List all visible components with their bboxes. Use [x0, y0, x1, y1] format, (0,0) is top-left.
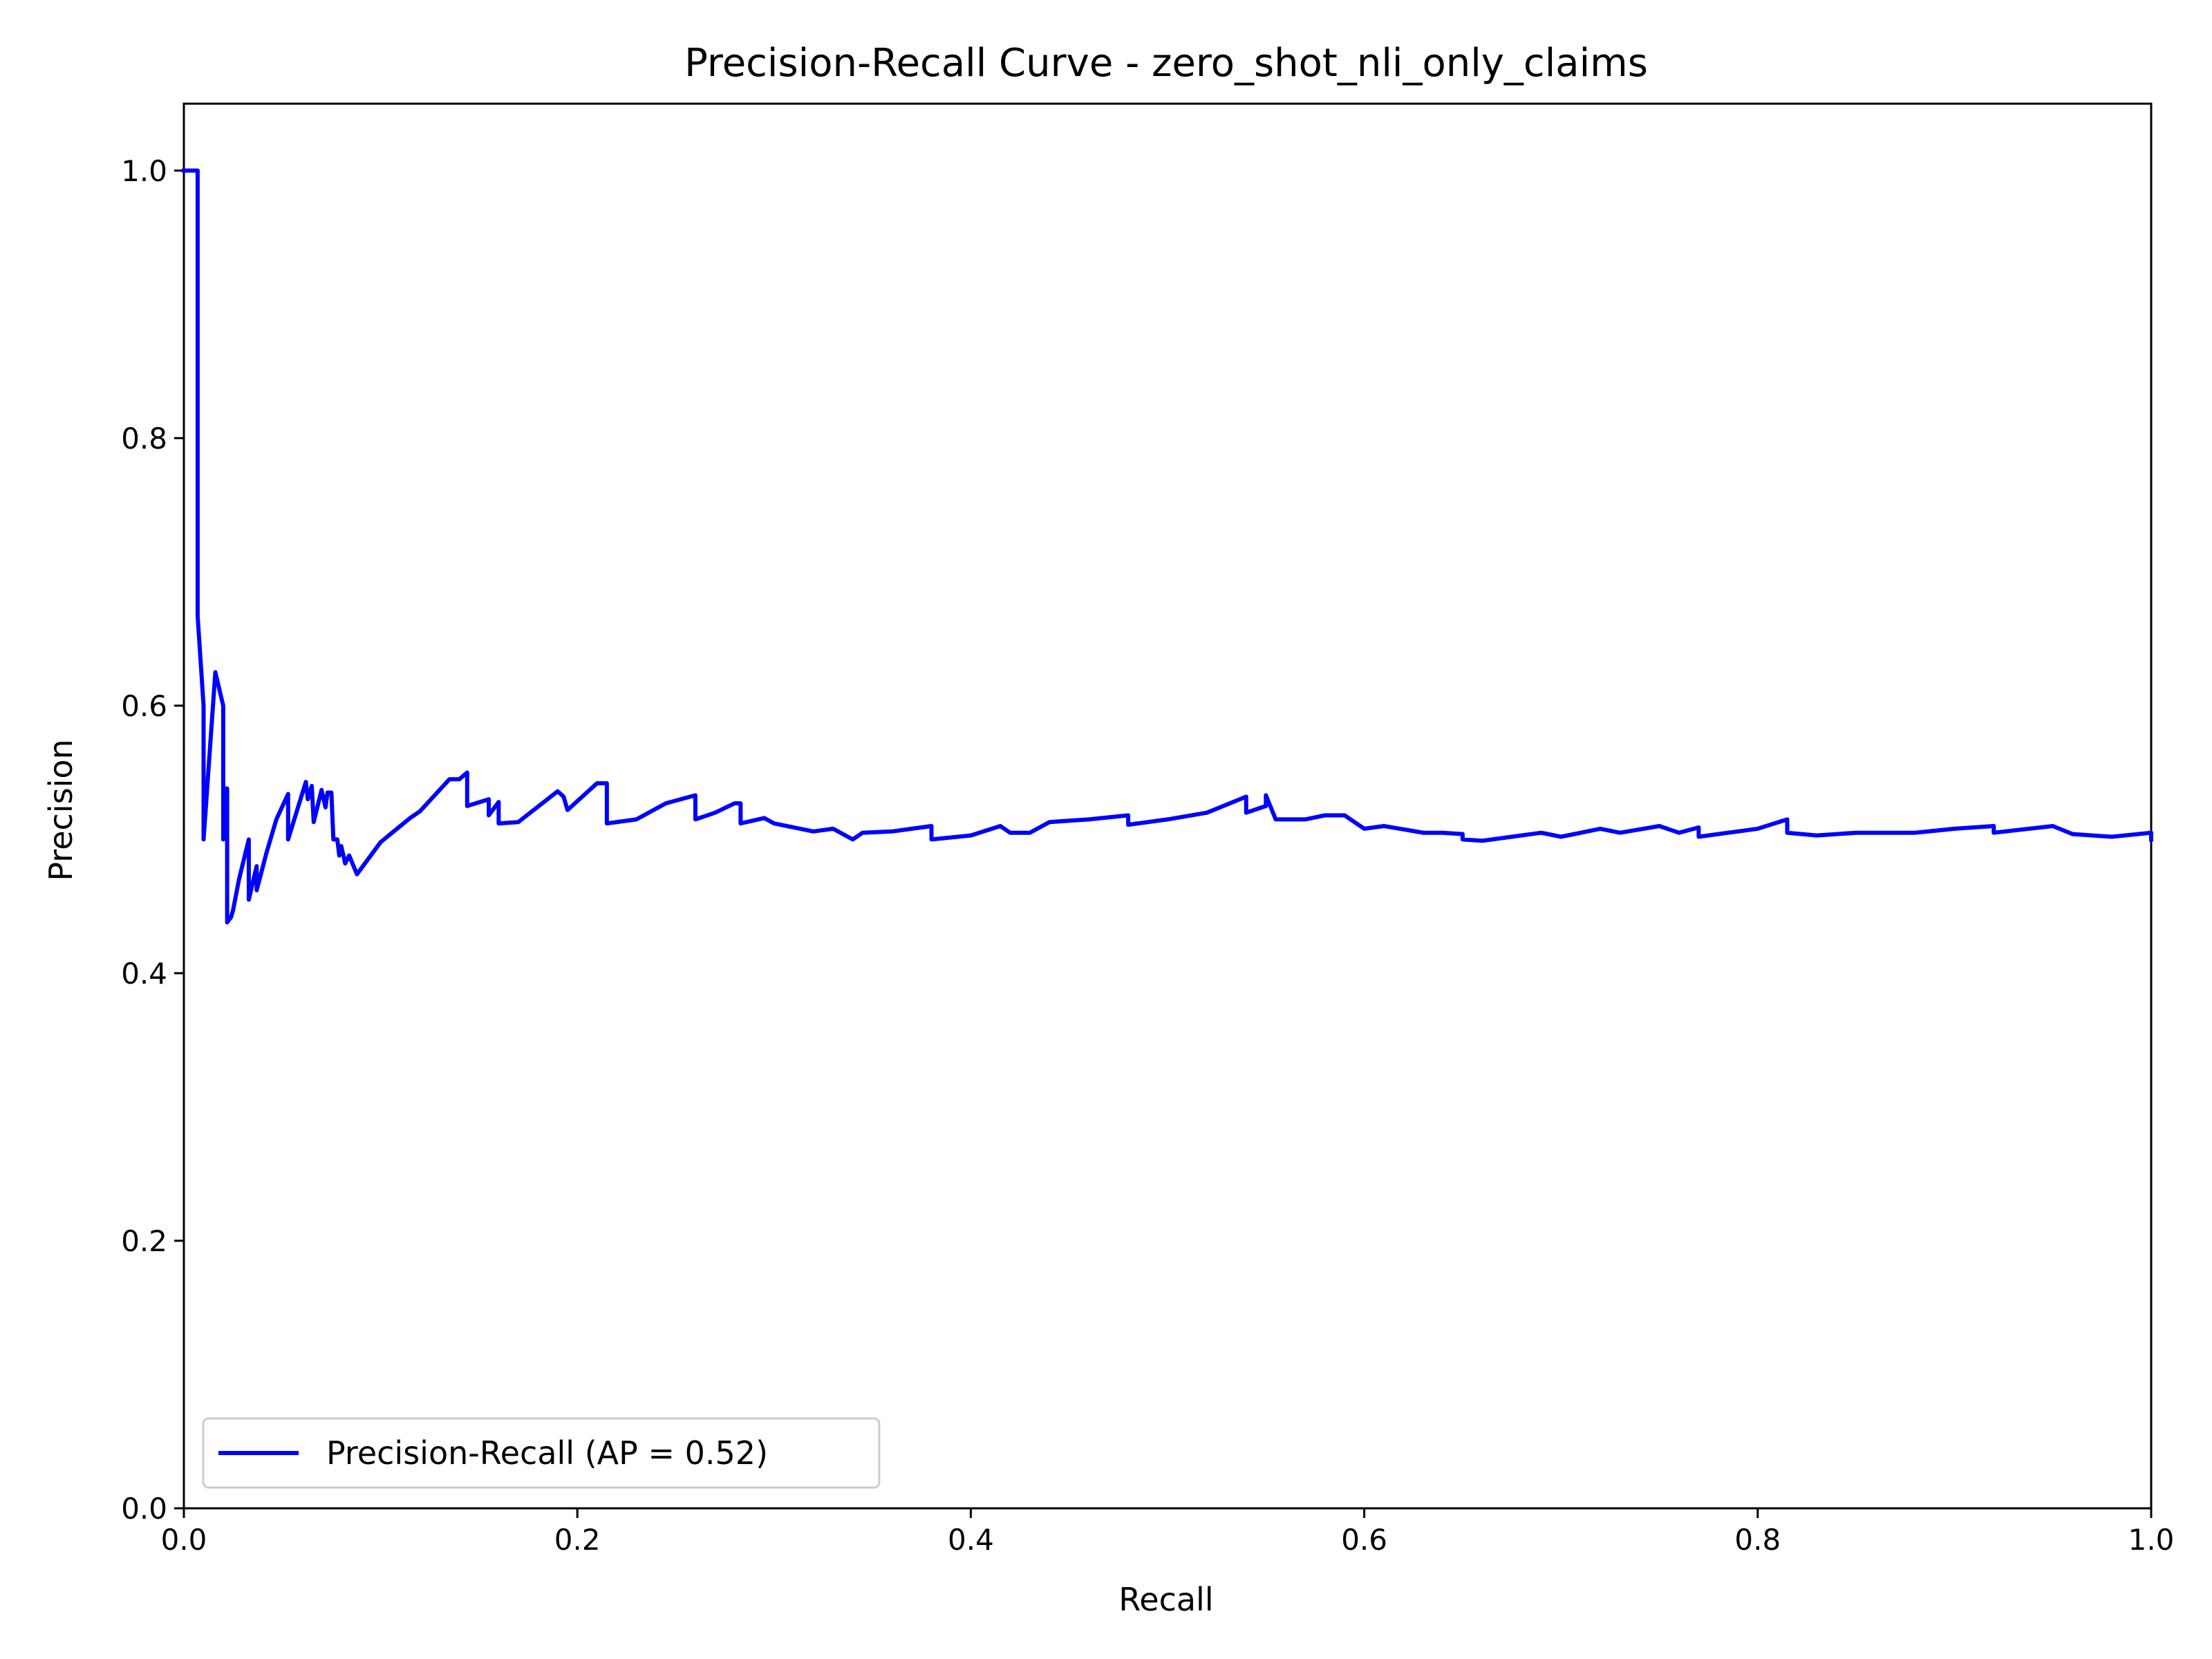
- x-tick-label: 0.2: [554, 1523, 601, 1557]
- y-tick-label: 0.8: [121, 422, 167, 456]
- y-axis-ticks: 0.0 0.2 0.4 0.6 0.8 1.0: [121, 154, 184, 1526]
- y-tick-label: 0.4: [121, 957, 167, 991]
- x-tick-label: 0.4: [948, 1523, 994, 1557]
- series-layer: [182, 168, 2153, 925]
- legend-box: [202, 1417, 881, 1489]
- legend-label: Precision-Recall (AP = 0.52): [326, 1434, 768, 1472]
- x-tick-label: 0.0: [161, 1523, 207, 1557]
- x-tick-label: 0.6: [1341, 1523, 1387, 1557]
- series-line-0: [182, 168, 2153, 925]
- plot-area: [182, 102, 2153, 1510]
- plot-frame: [182, 102, 2153, 1510]
- x-tick-label: 1.0: [2128, 1523, 2175, 1557]
- x-axis-ticks: 0.0 0.2 0.4 0.6 0.8 1.0: [161, 1508, 2175, 1557]
- y-axis-label: Precision: [42, 739, 79, 881]
- y-tick-label: 0.0: [121, 1492, 167, 1526]
- legend: Precision-Recall (AP = 0.52): [202, 1417, 881, 1489]
- x-axis-label: Recall: [1118, 1581, 1213, 1618]
- chart-title: Precision-Recall Curve - zero_shot_nli_o…: [684, 41, 1648, 86]
- y-tick-label: 0.6: [121, 689, 167, 723]
- x-tick-label: 0.8: [1734, 1523, 1781, 1557]
- y-tick-label: 1.0: [121, 154, 167, 188]
- y-tick-label: 0.2: [121, 1224, 167, 1258]
